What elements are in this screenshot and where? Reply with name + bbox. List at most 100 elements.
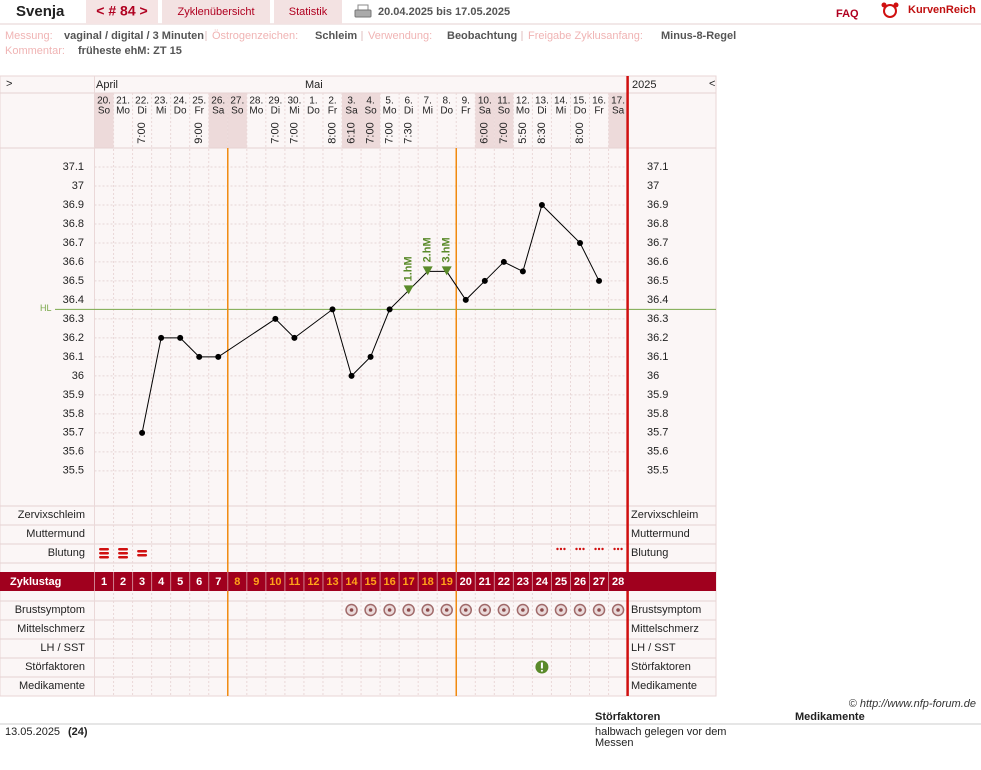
breast-icon-dot — [540, 608, 544, 612]
bleeding-icon — [118, 548, 129, 551]
y-tick-label: 35.9 — [63, 389, 84, 401]
breast-icon-dot — [463, 608, 468, 612]
spotting-icon — [578, 547, 582, 551]
tab-bg[interactable] — [274, 0, 342, 24]
cycle-day: 10 — [269, 576, 281, 588]
day-label: 5. — [385, 96, 393, 107]
cycle-day: 21 — [479, 576, 491, 588]
day-label: 15. — [573, 96, 587, 107]
y-tick-label: 35.6 — [63, 446, 84, 458]
row-label: Zervixschleim — [18, 509, 85, 521]
print-icon[interactable] — [354, 4, 372, 18]
tab[interactable]: Zyklenübersicht — [177, 6, 254, 18]
y-tick-label: 36.4 — [647, 294, 668, 306]
weekday-label: Do — [174, 106, 187, 117]
weekend-shade — [608, 93, 628, 148]
row-label: Störfaktoren — [25, 661, 85, 673]
info-value: früheste ehM: ZT 15 — [78, 45, 182, 57]
nav-button[interactable]: > — [6, 78, 12, 90]
cycle-day: 11 — [289, 576, 301, 588]
day-label: 10. — [478, 96, 492, 107]
cycle-day: 2 — [120, 576, 126, 588]
cycle-day: 12 — [307, 576, 319, 588]
time-label: 5:50 — [517, 122, 529, 143]
weekday-label: Di — [404, 106, 413, 117]
spotting-icon — [597, 547, 601, 551]
temperature-point — [158, 334, 165, 341]
y-tick-label: 35.5 — [63, 465, 84, 477]
temperature-point — [329, 306, 336, 313]
tab[interactable]: Statistik — [289, 6, 328, 18]
cycle-day: 7 — [215, 576, 221, 588]
temperature-point — [348, 372, 355, 379]
logo[interactable]: KurvenReich — [908, 4, 976, 16]
cycle-day-label: Zyklustag — [10, 576, 61, 588]
breast-icon-dot — [616, 608, 620, 612]
nav-button[interactable]: < — [709, 78, 715, 90]
time-label: 8:00 — [574, 122, 586, 143]
weekday-label: Mi — [289, 106, 300, 117]
weekday-label: Sa — [479, 106, 492, 117]
weekday-label: Mo — [383, 106, 397, 117]
cycle-day: 5 — [177, 576, 183, 588]
day-label: 9. — [462, 96, 470, 107]
day-label: 23. — [154, 96, 168, 107]
temperature-point — [596, 277, 603, 284]
day-label: 29. — [268, 96, 282, 107]
cycle-nav[interactable]: < # 84 > — [96, 3, 147, 19]
time-label: 7:30 — [403, 122, 415, 143]
spotting-icon — [616, 547, 620, 551]
footer-header: Medikamente — [795, 711, 865, 723]
y-tick-label: 36.2 — [647, 332, 668, 344]
temperature-marker — [422, 266, 433, 276]
info-value: Minus-8-Regel — [661, 30, 736, 42]
spotting-icon — [556, 547, 559, 551]
time-label: 7:00 — [384, 122, 396, 143]
temperature-point — [196, 353, 203, 360]
day-label: 2. — [328, 96, 336, 107]
tab-bg[interactable] — [162, 0, 270, 24]
row-label: LH / SST — [631, 642, 676, 654]
copyright: © http://www.nfp-forum.de — [849, 698, 976, 710]
info-value: Schleim — [315, 30, 357, 42]
weekday-label: Sa — [212, 106, 225, 117]
y-tick-label: 35.9 — [647, 389, 668, 401]
breast-icon-dot — [597, 608, 601, 612]
day-label: 22. — [135, 96, 149, 107]
annotation: 2.hM — [422, 237, 434, 262]
info-label: Freigabe Zyklusanfang: — [528, 30, 643, 42]
cycle-day: 27 — [593, 576, 605, 588]
row-label: Medikamente — [19, 680, 85, 692]
cycle-day: 17 — [403, 576, 415, 588]
day-label: 17. — [611, 96, 625, 107]
y-tick-label: 36.3 — [63, 313, 84, 325]
y-tick-label: 36.7 — [647, 237, 668, 249]
bleeding-icon — [118, 552, 129, 555]
spotting-icon — [582, 547, 585, 551]
logo-icon — [881, 2, 899, 18]
temperature-point — [519, 268, 526, 275]
y-tick-label: 35.7 — [63, 427, 84, 439]
temperature-point — [177, 334, 184, 341]
y-tick-label: 36.7 — [63, 237, 84, 249]
chart-frame — [0, 75, 717, 697]
y-tick-label: 36.1 — [63, 351, 84, 363]
info-value: vaginal / digital / 3 Minuten — [64, 30, 204, 42]
temperature-point — [386, 306, 393, 313]
cycle-day: 1 — [101, 576, 107, 588]
weekday-label: Fr — [594, 106, 604, 117]
cycle-row — [0, 572, 716, 591]
faq-link[interactable]: FAQ — [836, 8, 859, 20]
y-tick-label: 37.1 — [63, 161, 84, 173]
temperature-point — [291, 334, 298, 341]
day-label: 14. — [554, 96, 568, 107]
weekday-label: Mi — [556, 106, 567, 117]
y-tick-label: 36.9 — [647, 199, 668, 211]
cycle-day: 24 — [536, 576, 549, 588]
y-tick-label: 35.5 — [647, 465, 668, 477]
temperature-marker — [441, 266, 452, 276]
spotting-icon — [594, 547, 597, 551]
breast-icon-dot — [406, 608, 411, 612]
cycle-nav-bg[interactable] — [86, 0, 158, 24]
